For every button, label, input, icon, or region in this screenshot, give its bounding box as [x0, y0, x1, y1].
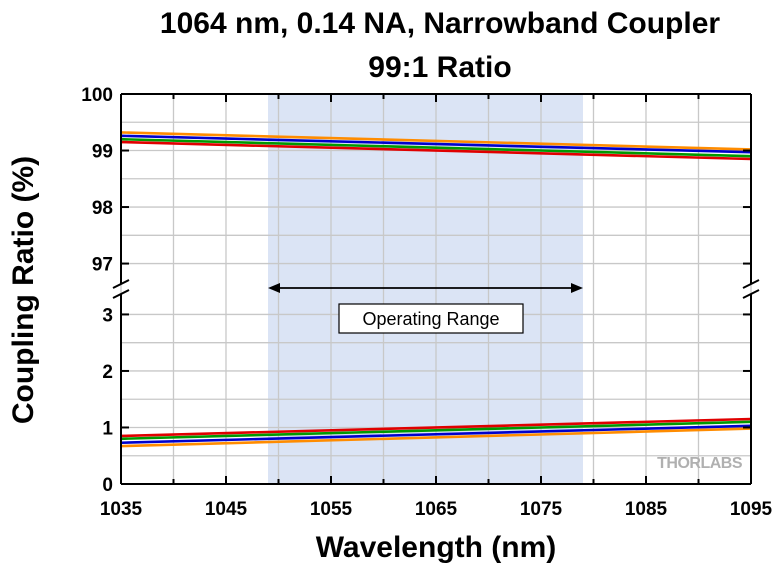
axis-break-mark: [742, 289, 760, 299]
axis-break-mark: [112, 289, 130, 299]
watermark-text: THORLABS: [657, 455, 743, 472]
x-tick-label-1095: 1095: [730, 499, 773, 520]
series-orange-upper: [120, 131, 752, 151]
x-tick-label-1035: 1035: [100, 499, 143, 520]
series-red-lower: [120, 417, 752, 438]
series-red-upper: [120, 140, 752, 161]
y-tick-label-97: 97: [92, 255, 113, 276]
y-tick-labels: 97 98 99 100 0 1 2 3: [81, 85, 113, 496]
series-group: [120, 131, 752, 448]
y-tick-label-2: 2: [102, 362, 113, 383]
series-orange-lower: [120, 427, 752, 448]
chart-title-line2: 99:1 Ratio: [368, 51, 511, 84]
series-green-upper: [120, 137, 752, 158]
axis-break-mark: [742, 279, 760, 289]
arrow-head-left: [268, 283, 280, 293]
y-tick-label-98: 98: [92, 198, 113, 219]
x-tick-label-1055: 1055: [310, 499, 353, 520]
operating-range-label: Operating Range: [362, 309, 499, 329]
x-tick-label-1085: 1085: [625, 499, 668, 520]
operating-range-label-box: [338, 303, 524, 334]
axes-frame: [112, 93, 760, 485]
operating-range-arrow: [268, 283, 583, 293]
arrow-head-right: [571, 283, 583, 293]
series-blue-upper: [120, 134, 752, 154]
y-tick-label-99: 99: [92, 142, 113, 163]
series-blue-lower: [120, 424, 752, 445]
chart-title-line1: 1064 nm, 0.14 NA, Narrowband Coupler: [160, 7, 720, 40]
x-tick-label-1075: 1075: [520, 499, 563, 520]
x-axis-label: Wavelength (nm): [316, 531, 557, 564]
y-axis-label: Coupling Ratio (%): [7, 156, 40, 424]
y-tick-label-3: 3: [102, 305, 113, 326]
axis-break-mark: [112, 279, 130, 289]
x-tick-label-1065: 1065: [415, 499, 458, 520]
series-green-lower: [120, 420, 752, 441]
y-tick-label-100: 100: [81, 85, 113, 106]
operating-range-band: [268, 94, 583, 484]
x-tick-label-1045: 1045: [205, 499, 248, 520]
x-tick-labels: 1035 1045 1055 1065 1075 1085 1095: [100, 499, 773, 520]
y-tick-label-1: 1: [102, 418, 113, 439]
y-tick-label-0: 0: [102, 475, 113, 496]
